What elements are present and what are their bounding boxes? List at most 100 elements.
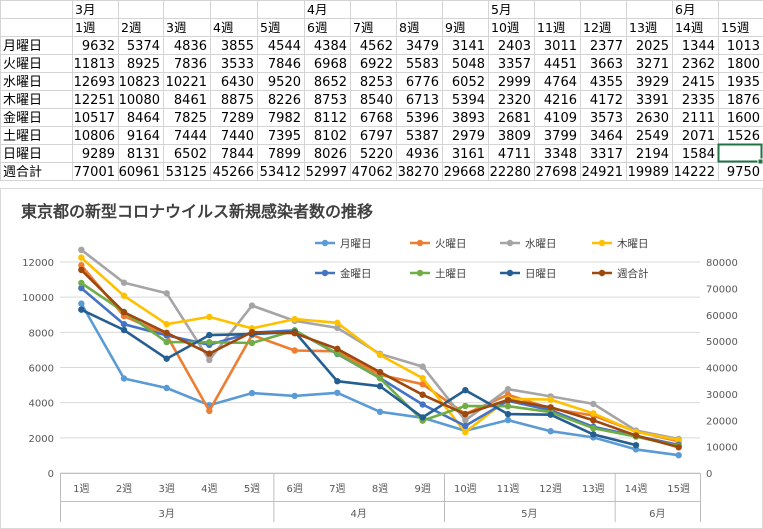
table-cell: 3573 (590, 111, 623, 126)
data-point (504, 403, 512, 410)
table-cell: 2377 (590, 39, 623, 54)
week-header: 10週 (491, 20, 520, 35)
table-cell: 9520 (268, 75, 301, 90)
data-point (419, 374, 426, 382)
data-point (206, 313, 213, 321)
data-point (78, 266, 85, 274)
data-point (419, 391, 426, 398)
table-cell: 14222 (674, 165, 715, 180)
row-label: 月曜日 (3, 39, 42, 54)
table-cell: 10517 (74, 111, 115, 126)
table-cell: 60961 (119, 165, 160, 180)
table-cell: 1344 (682, 39, 715, 54)
legend-label: 日曜日 (525, 268, 557, 280)
selected-cell[interactable] (717, 143, 763, 163)
category-group-label: 3月 (158, 508, 174, 520)
data-point (291, 330, 298, 337)
y-right-tick: 50000 (706, 337, 738, 348)
table-cell: 1584 (682, 147, 715, 162)
table-cell: 2999 (498, 75, 531, 90)
table-cell: 4562 (360, 39, 393, 54)
table-cell: 8131 (127, 147, 160, 162)
data-point (590, 400, 597, 408)
data-point (547, 428, 554, 435)
table-cell: 7844 (221, 147, 254, 162)
data-point (376, 351, 384, 359)
data-point (675, 451, 682, 459)
table-cell: 3809 (498, 129, 531, 144)
legend-marker (598, 269, 606, 277)
row-label: 日曜日 (3, 147, 42, 162)
table-cell: 4109 (544, 111, 577, 126)
table-cell: 9164 (127, 129, 160, 144)
x-tick-label: 1週 (73, 483, 89, 495)
x-tick-label: 7週 (329, 483, 345, 495)
data-point (675, 436, 682, 444)
data-point (291, 315, 298, 323)
table-cell: 5583 (406, 57, 439, 72)
table-cell: 53412 (260, 165, 301, 180)
y-right-tick: 0 (706, 469, 712, 480)
row-label: 週合計 (3, 164, 42, 180)
table-cell: 3799 (544, 129, 577, 144)
table-cell: 4384 (314, 39, 347, 54)
data-point (590, 431, 597, 438)
table-cell: 9289 (82, 147, 115, 162)
data-point (120, 375, 128, 382)
table-cell: 19989 (628, 165, 669, 180)
table-cell: 22280 (490, 165, 531, 180)
table-cell: 4936 (406, 147, 439, 162)
chart-title: 東京都の新型コロナウイルス新規感染者数の推移 (21, 202, 373, 221)
week-header: 2週 (121, 20, 142, 35)
legend-label: 火曜日 (435, 238, 467, 250)
week-header: 15週 (721, 20, 750, 35)
x-tick-label: 3週 (158, 483, 174, 495)
table-cell: 4836 (174, 39, 207, 54)
table-cell: 4355 (590, 75, 623, 90)
data-point (163, 355, 170, 362)
table-cell: 1600 (727, 111, 760, 126)
week-header: 7週 (353, 20, 374, 35)
table-cell: 1526 (727, 129, 760, 144)
data-point (547, 404, 554, 411)
table-cell: 12251 (74, 93, 115, 108)
table-cell: 4544 (268, 39, 301, 54)
legend-label: 木曜日 (617, 238, 649, 250)
y-left-tick: 0 (48, 469, 54, 480)
table-cell: 7395 (268, 129, 301, 144)
data-point (675, 444, 682, 451)
table-cell: 1013 (727, 39, 760, 54)
table-cell: 3929 (636, 75, 669, 90)
table-cell: 2025 (636, 39, 669, 54)
table-cell: 7289 (221, 111, 254, 126)
month-header: 5月 (491, 2, 511, 17)
data-point (334, 345, 341, 353)
x-tick-label: 2週 (116, 483, 132, 495)
week-header: 4週 (213, 20, 234, 35)
data-point (120, 292, 128, 299)
table-cell: 4764 (544, 75, 577, 90)
y-right-tick: 30000 (706, 390, 738, 401)
table-cell: 5220 (360, 147, 393, 162)
data-point (376, 375, 384, 382)
data-point (462, 417, 469, 424)
row-label: 土曜日 (3, 129, 42, 144)
table-cell: 2979 (452, 129, 485, 144)
fill-handle[interactable] (757, 158, 763, 165)
legend-marker (598, 239, 606, 247)
table-cell: 3348 (544, 147, 577, 162)
table-cell: 24921 (582, 165, 623, 180)
table-cell: 6922 (360, 57, 393, 72)
data-point (376, 368, 384, 376)
table-cell: 2415 (682, 75, 715, 90)
table-cell: 10823 (119, 75, 160, 90)
table-cell: 29668 (444, 165, 485, 180)
legend-label: 金曜日 (340, 267, 372, 280)
table-cell: 10080 (119, 93, 160, 108)
table-cell: 8461 (174, 93, 207, 108)
table-cell: 3271 (636, 57, 669, 72)
data-point (462, 422, 469, 430)
table-cell: 2320 (498, 93, 531, 108)
table-cell: 1800 (727, 57, 760, 72)
week-header: 1週 (75, 20, 96, 35)
